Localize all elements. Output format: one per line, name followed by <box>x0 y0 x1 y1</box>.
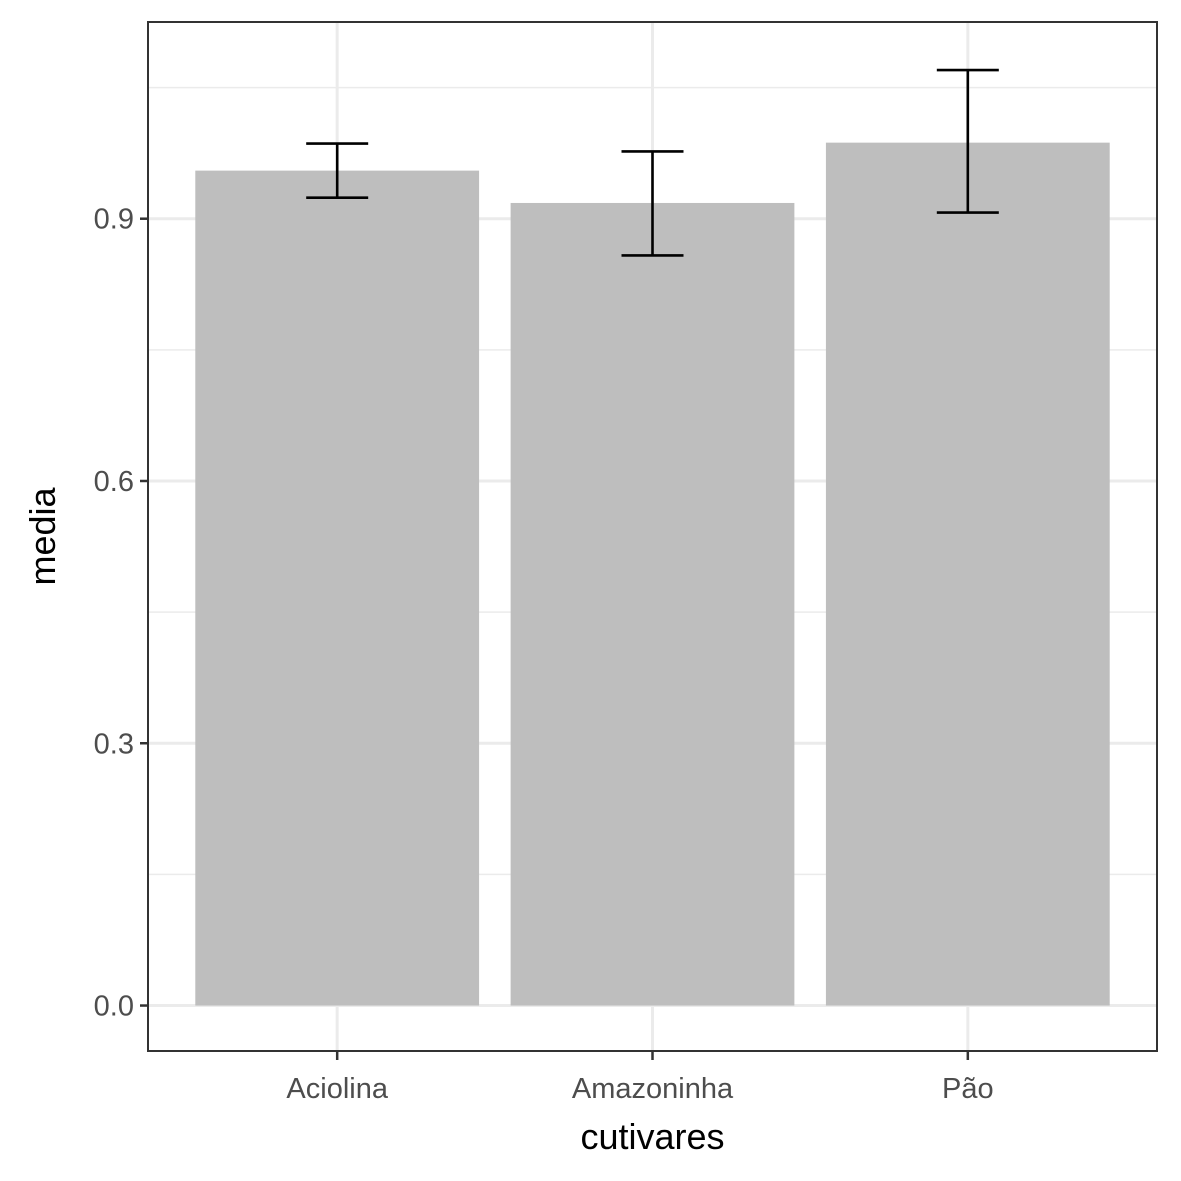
bar-p-o <box>825 142 1110 1006</box>
x-tick-label: Pão <box>942 1073 994 1105</box>
x-tick-label: Aciolina <box>286 1073 388 1105</box>
x-axis-title: cutivares <box>580 1116 724 1157</box>
x-tick-label: Amazoninha <box>572 1073 734 1105</box>
error-bar <box>621 150 684 257</box>
y-tick-label: 0.9 <box>94 204 134 236</box>
axes: 0.0 0.3 0.6 0.9 Aciolina Amazoninha Pão <box>94 204 994 1105</box>
y-tick-label: 0.0 <box>94 991 134 1023</box>
error-bar <box>306 142 369 200</box>
bar-amazoninha <box>510 202 795 1006</box>
y-axis-title: media <box>22 487 63 586</box>
bar-aciolina <box>195 170 480 1006</box>
bars <box>195 142 1110 1006</box>
y-tick-label: 0.3 <box>94 728 134 760</box>
error-bars <box>306 68 999 257</box>
error-bar <box>936 68 999 214</box>
y-tick-label: 0.6 <box>94 466 134 498</box>
